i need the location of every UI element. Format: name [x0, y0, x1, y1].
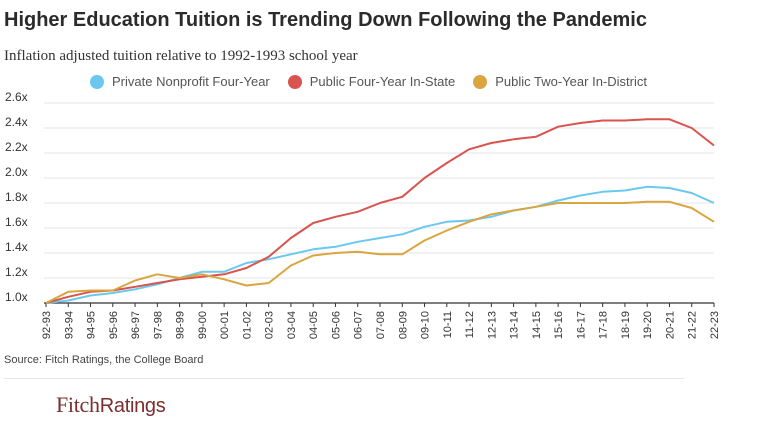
x-tick-label: 21-22 [687, 311, 699, 339]
legend: Private Nonprofit Four-Year Public Four-… [90, 74, 665, 89]
x-tick-label: 05-06 [330, 311, 342, 339]
x-tick-label: 97-98 [152, 311, 164, 339]
x-tick-label: 10-11 [442, 311, 454, 338]
legend-label-private: Private Nonprofit Four-Year [112, 74, 270, 89]
divider [4, 378, 684, 379]
x-tick-label: 03-04 [286, 311, 298, 339]
x-tick-label: 13-14 [509, 311, 521, 339]
y-tick-label: 1.4x [5, 240, 28, 254]
x-tick-label: 02-03 [264, 311, 276, 339]
legend-item-public-four-year[interactable]: Public Four-Year In-State [287, 74, 456, 89]
legend-label-public-two-year: Public Two-Year In-District [495, 74, 647, 89]
y-tick-label: 1.6x [5, 215, 28, 229]
chart-subtitle: Inflation adjusted tuition relative to 1… [4, 48, 358, 64]
line-chart: 1.0x 1.2x 1.4x 1.6x 1.8x 2.0x 2.2x 2.4x 2.6x 92-… [5, 90, 721, 339]
series-line-private-nonprofit [45, 185, 715, 304]
legend-item-public-two-year[interactable]: Public Two-Year In-District [473, 74, 647, 89]
x-tick-label: 94-95 [86, 311, 98, 339]
y-tick-label: 2.6x [5, 90, 28, 104]
x-tick-label: 92-93 [41, 311, 53, 339]
legend-dot-public-two-year [473, 74, 488, 89]
x-tick-label: 16-17 [575, 311, 587, 339]
legend-label-public-four-year: Public Four-Year In-State [309, 74, 456, 89]
y-tick-label: 2.0x [5, 165, 28, 179]
x-tick-label: 17-18 [598, 311, 610, 339]
series-line-public-two-year [45, 200, 715, 304]
y-tick-label: 2.4x [5, 115, 28, 129]
y-axis-ticks: 1.0x 1.2x 1.4x 1.6x 1.8x 2.0x 2.2x 2.4x 2.6x [5, 90, 28, 304]
x-tick-label: 11-12 [464, 311, 476, 338]
legend-dot-private [90, 74, 104, 89]
x-tick-label: 20-21 [664, 311, 676, 339]
x-tick-label: 09-10 [420, 311, 432, 339]
y-tick-label: 2.2x [5, 140, 28, 154]
x-tick-label: 19-20 [642, 311, 654, 339]
x-tick-label: 00-01 [219, 311, 231, 339]
x-tick-label: 15-16 [553, 311, 565, 339]
source-note: Source: Fitch Ratings, the College Board [4, 354, 204, 366]
x-axis-ticks: 92-93 93-94 94-95 95-96 96-97 97-98 98-99 99-00… [41, 303, 721, 339]
x-tick-label: 22-23 [709, 311, 721, 339]
chart-title: Higher Education Tuition is Trending Dow… [4, 9, 647, 31]
series-lines [45, 118, 715, 304]
fitch-ratings-logo: FitchRatings [56, 392, 166, 417]
y-tick-label: 1.0x [5, 290, 28, 304]
legend-item-private[interactable]: Private Nonprofit Four-Year [90, 74, 270, 89]
x-tick-label: 04-05 [308, 311, 320, 339]
x-tick-label: 18-19 [620, 311, 632, 339]
series-line-public-four-year [45, 118, 715, 304]
x-tick-label: 06-07 [353, 311, 365, 339]
x-tick-label: 14-15 [531, 311, 543, 339]
x-tick-label: 08-09 [397, 311, 409, 339]
x-tick-label: 96-97 [130, 311, 142, 339]
x-tick-label: 99-00 [197, 311, 209, 339]
x-tick-label: 98-99 [175, 311, 187, 339]
x-tick-label: 07-08 [375, 311, 387, 339]
x-tick-label: 01-02 [241, 311, 253, 339]
y-tick-label: 1.2x [5, 265, 28, 279]
x-tick-label: 93-94 [63, 311, 75, 339]
y-tick-label: 1.8x [5, 190, 28, 204]
legend-dot-public-four-year [287, 74, 302, 89]
x-tick-label: 95-96 [108, 311, 120, 339]
x-tick-label: 12-13 [486, 311, 498, 339]
